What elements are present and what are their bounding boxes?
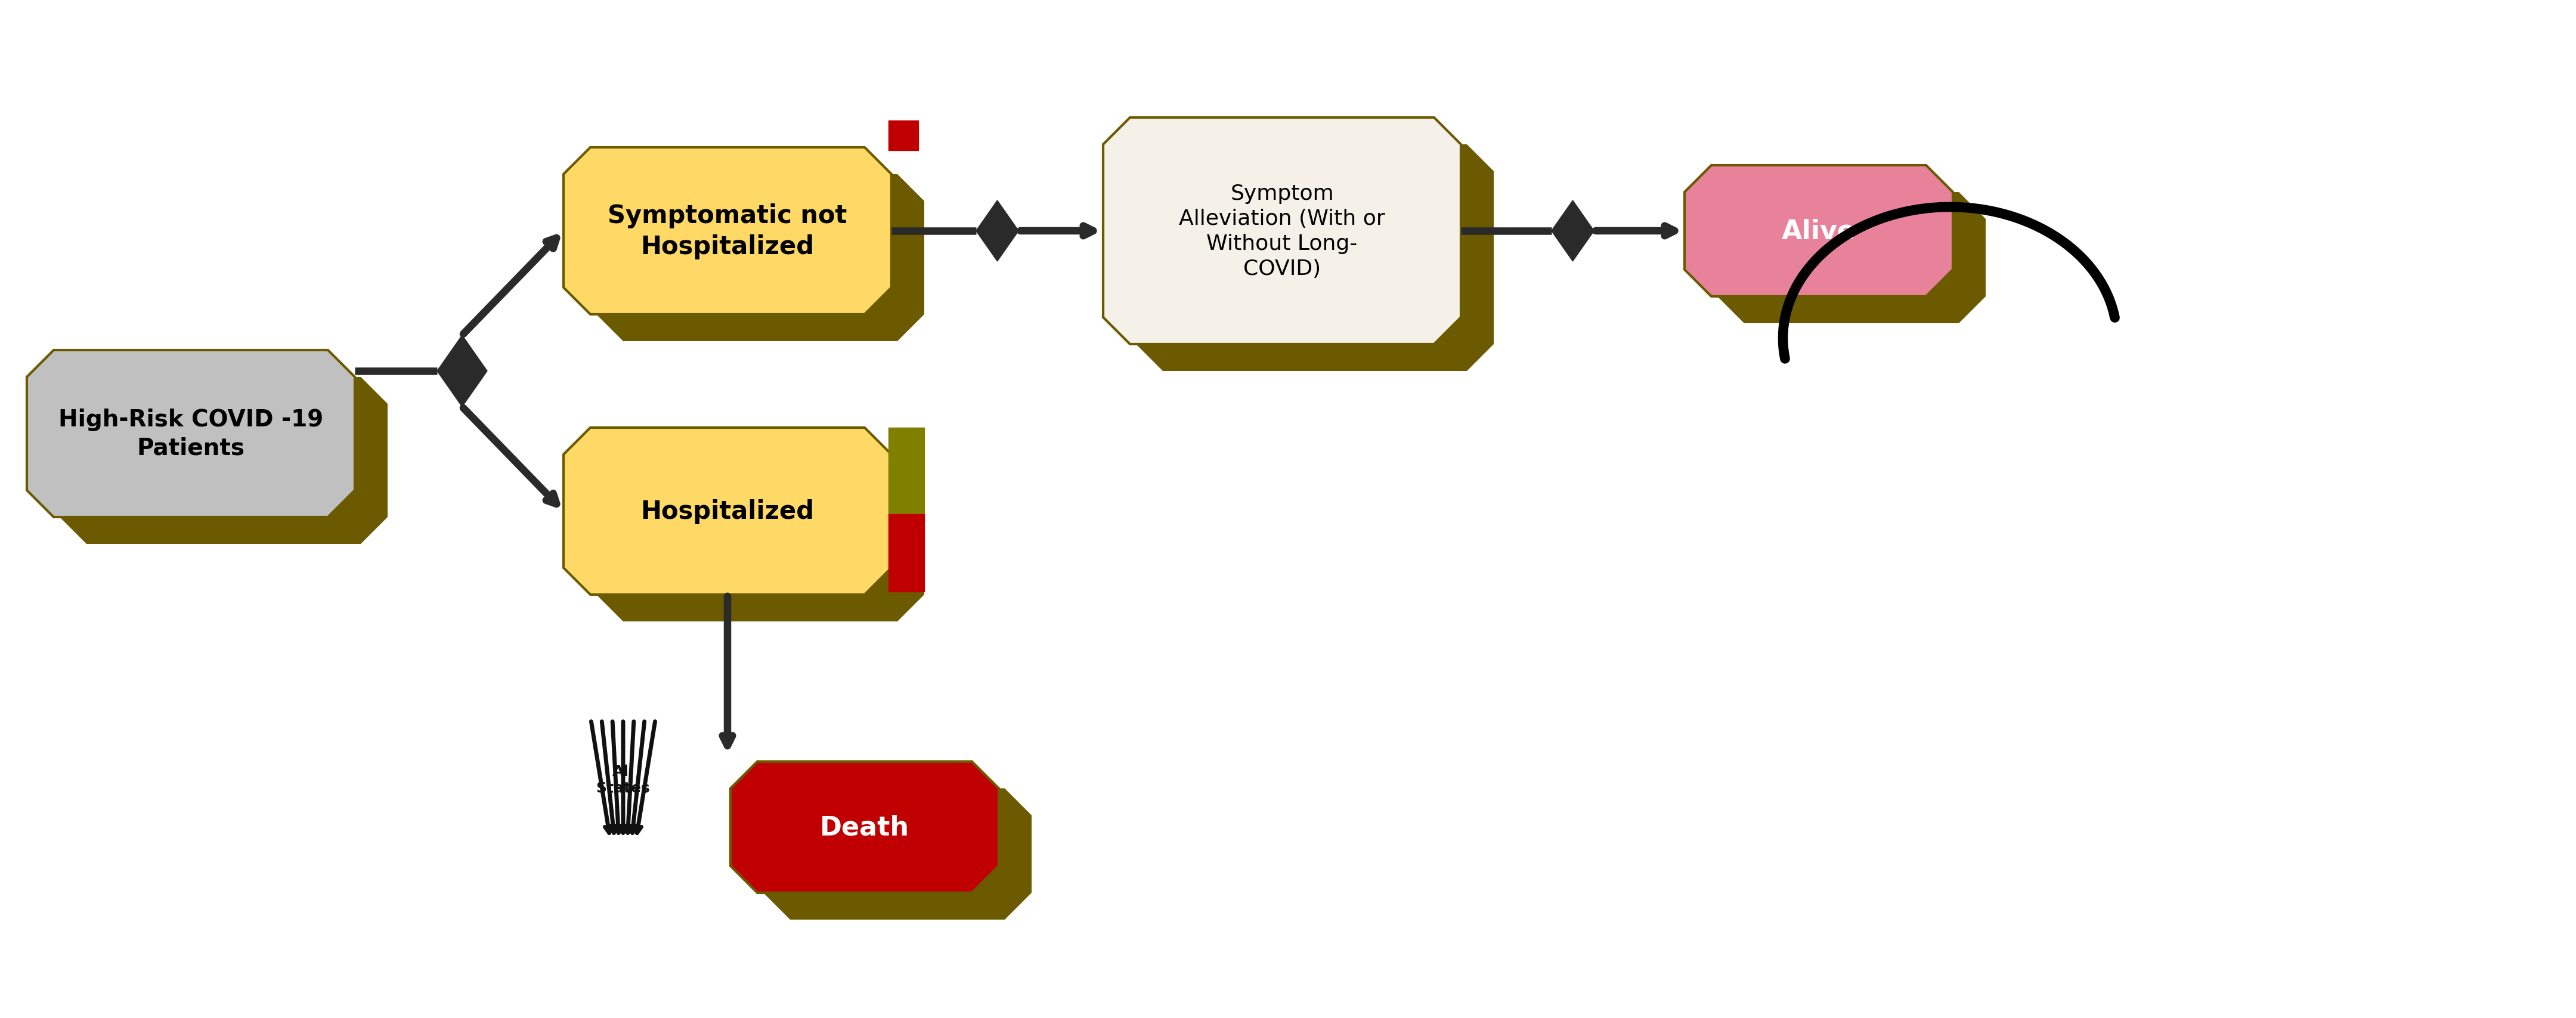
Polygon shape <box>1551 201 1595 262</box>
Polygon shape <box>1103 118 1461 344</box>
Polygon shape <box>564 428 891 595</box>
Polygon shape <box>732 761 999 893</box>
Bar <box>889 121 917 151</box>
Polygon shape <box>1685 166 1953 297</box>
Text: Hospitalized: Hospitalized <box>641 499 814 524</box>
Polygon shape <box>762 789 1030 919</box>
Polygon shape <box>438 336 487 407</box>
Polygon shape <box>1718 192 1986 324</box>
Bar <box>889 514 925 591</box>
Text: All
States: All States <box>595 765 649 795</box>
Text: Death: Death <box>819 814 909 840</box>
Polygon shape <box>976 201 1018 262</box>
Polygon shape <box>595 455 925 622</box>
Text: Alive: Alive <box>1783 219 1855 244</box>
Text: Symptom
Alleviation (With or
Without Long-
COVID): Symptom Alleviation (With or Without Lon… <box>1180 183 1386 279</box>
Text: Symptomatic not
Hospitalized: Symptomatic not Hospitalized <box>608 204 848 260</box>
Polygon shape <box>1136 145 1494 372</box>
Polygon shape <box>564 148 891 315</box>
Text: High-Risk COVID -19
Patients: High-Risk COVID -19 Patients <box>59 408 322 459</box>
Polygon shape <box>59 378 386 545</box>
Polygon shape <box>26 350 355 517</box>
Polygon shape <box>595 175 925 341</box>
Bar <box>889 428 925 514</box>
